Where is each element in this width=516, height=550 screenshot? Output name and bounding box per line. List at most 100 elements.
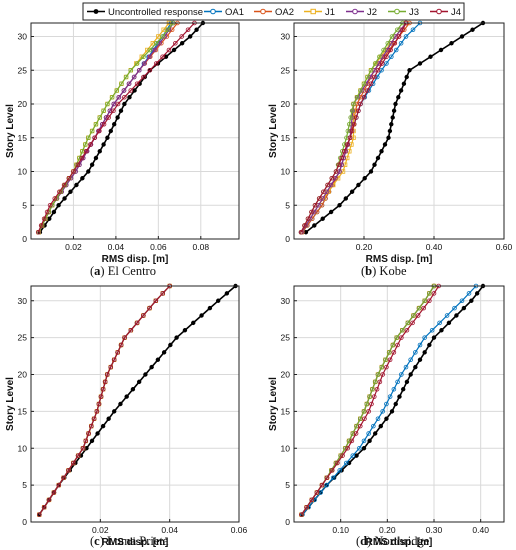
data-point [393,401,398,407]
panel-caption: (b) Kobe [361,264,407,278]
data-point [93,121,99,127]
data-point [160,54,165,60]
data-point [161,350,167,355]
data-point [410,320,415,326]
x-tick-label: 0.20 [356,242,373,252]
y-tick-label: 0 [285,517,290,527]
data-point [88,142,93,147]
data-point [92,135,97,141]
caption-part: ( [356,534,360,548]
data-point [161,27,166,32]
data-point [361,438,367,444]
data-point [422,335,427,340]
data-point [309,497,315,503]
data-point [372,74,377,80]
data-point [366,409,371,414]
axes-frame [30,22,240,240]
data-point [413,364,418,370]
series-line [305,22,484,233]
legend-entry: OA1 [204,7,244,18]
series-line [37,22,195,233]
x-tick-label: 0.06 [150,242,167,252]
series-uncontrolled-response [300,283,486,517]
data-point [89,438,95,444]
data-point [112,122,117,127]
legend-label: J2 [367,7,377,18]
y-tick-label: 15 [18,406,28,416]
data-point [128,327,134,333]
data-point [127,95,132,100]
data-point [185,27,191,33]
series-oa2 [37,283,172,517]
data-point [422,350,427,355]
data-point [141,74,146,80]
data-point [408,372,413,377]
data-point [364,401,370,407]
data-point [391,350,397,355]
legend-label: OA2 [275,7,294,18]
data-point [142,61,147,66]
y-tick-label: 30 [281,296,291,306]
data-point [108,364,114,370]
data-point [71,169,76,174]
data-point [328,209,334,215]
data-point [115,350,120,355]
data-point [429,327,435,333]
series-line [38,285,171,515]
data-point [80,176,85,181]
series-line [301,285,440,515]
series-j2 [37,283,172,517]
data-point [329,175,335,181]
data-point [421,305,427,311]
data-point [416,305,422,311]
data-point [128,88,134,93]
data-point [41,216,47,222]
data-point [345,128,351,134]
caption-part: b [365,264,372,278]
data-point [356,108,361,114]
panel-caption: (d) Northridge [356,534,430,548]
data-point [444,313,450,318]
y-tick-label: 5 [285,480,290,490]
data-point [439,328,444,333]
data-point [122,335,127,340]
series-j4 [298,20,409,235]
data-point [385,40,391,46]
caption-part: d [360,534,367,548]
panel-el-centro: 0.02 0.04 0.06 0.08 0 5 10 15 20 25 30 RMS disp. [m… [5,20,240,278]
data-point [380,409,385,414]
data-point [378,423,383,429]
series-j3 [36,20,176,235]
series-line [38,22,174,233]
data-point [163,54,169,59]
data-point [80,445,86,451]
data-point [47,216,52,221]
data-point [427,342,432,348]
data-point [168,342,173,348]
data-point [343,196,348,201]
data-point [395,342,400,348]
panel-kobe: 0.20 0.40 0.60 0 5 10 15 20 25 30 RMS disp. [m] Sto… [268,20,513,278]
data-point [320,216,325,221]
caption-part: ) Northridge [367,534,430,548]
data-point [143,372,148,377]
legend-marker [394,8,400,15]
axes-frame [30,285,240,523]
data-point [398,40,404,46]
data-point [147,47,153,53]
series-oa1 [37,283,172,517]
data-point [415,313,421,318]
data-point [152,47,157,53]
series-line [38,285,171,515]
data-point [101,142,106,147]
data-point [324,475,330,481]
data-point [165,27,171,33]
series-j4 [37,283,172,517]
legend-marker [436,8,442,15]
data-point [367,438,372,444]
data-point [474,291,480,296]
data-point [387,128,393,134]
series-line [301,22,421,233]
data-point [401,387,406,392]
data-point [417,342,423,348]
